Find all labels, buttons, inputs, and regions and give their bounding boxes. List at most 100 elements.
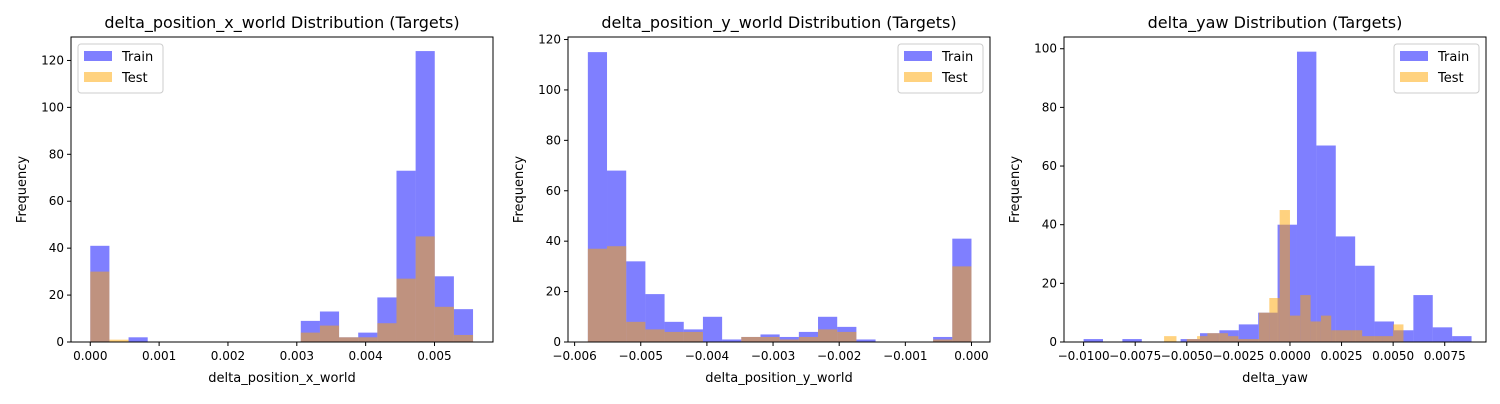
chart-3: −0.0100 −0.0075 −0.0050 −0.0025 0.0000 0.0025… <box>1008 13 1487 386</box>
chart-title: delta_yaw Distribution (Targets) <box>1148 13 1403 33</box>
y-tick-label: 100 <box>538 83 561 97</box>
chart-1: 0.000 0.001 0.002 0.003 0.004 0.005 0 20 40 60 80 1… <box>15 13 494 386</box>
y-tick-label: 120 <box>538 33 561 47</box>
bar-test <box>798 336 819 342</box>
bar-test <box>645 329 665 342</box>
x-tick-label: 0.000 <box>954 349 988 363</box>
legend: Train Test <box>77 43 164 94</box>
x-tick-label: 0.0025 <box>1321 349 1363 363</box>
bar-test <box>415 236 435 342</box>
bar-test <box>1186 339 1198 342</box>
bar-test <box>1382 336 1394 342</box>
bar-test <box>1289 315 1301 342</box>
bar-test <box>1331 330 1342 342</box>
y-axis-label: Frequency <box>1008 156 1023 223</box>
bar-test <box>1259 312 1270 342</box>
y-tick-label: 20 <box>1042 276 1057 290</box>
x-tick-label: 0.003 <box>280 349 314 363</box>
x-tick-label: −0.0025 <box>1212 349 1264 363</box>
bar-test <box>933 339 953 342</box>
chart-2: −0.006 −0.005 −0.004 −0.003 −0.002 −0.001 0.00… <box>512 13 991 386</box>
bar-test <box>607 246 627 342</box>
y-tick-label: 0 <box>56 335 64 349</box>
legend-swatch-test <box>84 72 112 82</box>
bar-test <box>109 339 129 342</box>
y-tick-label: 80 <box>1042 100 1057 114</box>
axes-frame <box>1063 36 1487 343</box>
bar-train <box>1413 295 1433 342</box>
bar-train <box>1238 324 1259 342</box>
bar-test <box>1300 295 1311 342</box>
bar-train <box>1452 336 1472 342</box>
y-axis-label: Frequency <box>512 156 527 223</box>
y-tick-label: 120 <box>41 53 64 67</box>
chart-title: delta_position_x_world Distribution (Tar… <box>104 13 459 33</box>
legend-label-test: Test <box>941 71 968 86</box>
y-tick-label: 0 <box>553 335 561 349</box>
x-tick-label: −0.003 <box>751 349 795 363</box>
bar-test <box>1217 333 1229 342</box>
x-tick-label: 0.0050 <box>1372 349 1414 363</box>
x-tick-label: 0.000 <box>73 349 107 363</box>
bar-train <box>722 339 742 342</box>
x-tick-label: 0.004 <box>348 349 382 363</box>
bar-test <box>1269 298 1280 342</box>
legend: Train Test <box>897 43 984 94</box>
bar-test <box>664 331 684 342</box>
bar-test <box>434 306 454 342</box>
bar-test <box>339 337 359 342</box>
y-tick-label: 100 <box>1034 42 1057 56</box>
bar-test <box>377 323 397 342</box>
y-tick-label: 20 <box>546 285 561 299</box>
axes-frame <box>70 36 494 343</box>
x-axis-label: delta_position_x_world <box>208 371 355 386</box>
y-tick-label: 80 <box>546 133 561 147</box>
bar-test <box>626 321 646 342</box>
y-tick-label: 0 <box>1049 335 1057 349</box>
bar-test <box>358 337 378 342</box>
legend: Train Test <box>1393 43 1480 94</box>
bar-train <box>1335 236 1356 342</box>
bar-test <box>741 336 761 342</box>
bar-train <box>1432 327 1453 342</box>
bar-train <box>1316 145 1336 342</box>
bar-train <box>128 337 148 342</box>
y-tick-label: 40 <box>49 241 64 255</box>
bar-test <box>90 271 110 342</box>
bar-test <box>760 336 780 342</box>
x-tick-label: −0.002 <box>817 349 861 363</box>
bar-train <box>856 339 876 342</box>
legend-swatch-test <box>1400 72 1428 82</box>
x-tick-label: 0.001 <box>142 349 176 363</box>
bar-test <box>1279 210 1290 342</box>
y-tick-label: 60 <box>546 184 561 198</box>
y-tick-label: 20 <box>49 288 64 302</box>
bar-test <box>1362 336 1373 342</box>
bar-test <box>1320 315 1332 342</box>
bar-train <box>1083 339 1104 342</box>
legend-swatch-train <box>904 51 932 61</box>
bar-test <box>683 331 703 342</box>
y-tick-label: 40 <box>546 234 561 248</box>
x-tick-label: 0.0000 <box>1269 349 1311 363</box>
bar-test <box>1164 336 1177 342</box>
x-axis-label: delta_yaw <box>1242 371 1308 386</box>
bar-train <box>1122 339 1142 342</box>
series-train <box>587 52 972 343</box>
bar-test <box>1248 339 1260 342</box>
x-tick-label: 0.002 <box>211 349 245 363</box>
legend-label-train: Train <box>121 50 153 65</box>
bar-train <box>1296 51 1317 343</box>
legend-label-test: Test <box>121 71 148 86</box>
bar-test <box>1351 330 1363 342</box>
y-tick-label: 60 <box>1042 159 1057 173</box>
bar-train <box>453 309 474 342</box>
legend-swatch-test <box>904 72 932 82</box>
series-test <box>1164 210 1404 342</box>
legend-swatch-train <box>84 51 112 61</box>
bar-train <box>702 316 723 342</box>
y-axis-label: Frequency <box>15 156 30 223</box>
legend-label-train: Train <box>1437 50 1469 65</box>
legend-label-train: Train <box>941 50 973 65</box>
